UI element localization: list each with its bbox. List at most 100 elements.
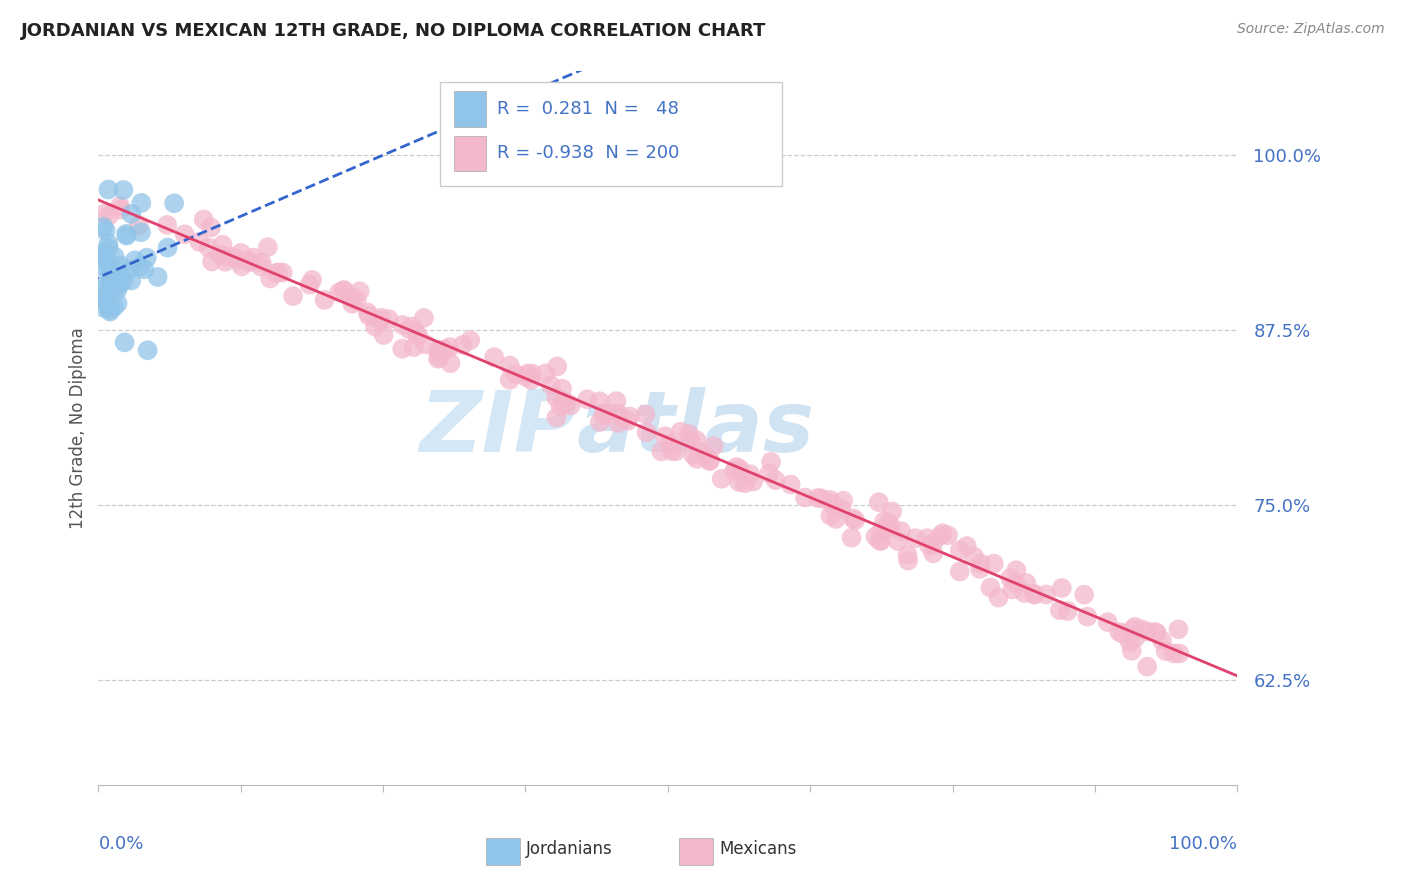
- Point: [426, 344, 449, 359]
- Point: [427, 351, 450, 366]
- Point: [696, 450, 718, 465]
- Point: [131, 195, 153, 210]
- Point: [112, 183, 135, 197]
- Point: [820, 508, 842, 523]
- Point: [259, 271, 281, 285]
- Point: [1001, 582, 1024, 597]
- Point: [654, 429, 676, 443]
- Point: [108, 268, 131, 282]
- Text: atlas: atlas: [576, 386, 815, 470]
- Point: [398, 322, 420, 336]
- Point: [110, 202, 132, 217]
- Point: [98, 302, 121, 317]
- Point: [415, 337, 437, 351]
- Point: [211, 237, 233, 252]
- Point: [1035, 587, 1057, 601]
- Point: [242, 251, 264, 265]
- Point: [97, 266, 120, 280]
- Point: [124, 253, 146, 268]
- Point: [91, 259, 114, 273]
- Point: [887, 534, 910, 549]
- Point: [880, 519, 903, 533]
- Point: [236, 254, 259, 268]
- Point: [214, 255, 236, 269]
- Point: [264, 266, 287, 280]
- Point: [370, 310, 392, 325]
- Point: [377, 312, 399, 326]
- Point: [949, 565, 972, 579]
- Point: [1097, 615, 1119, 629]
- Point: [1154, 644, 1177, 658]
- Point: [93, 219, 115, 234]
- Point: [546, 391, 568, 405]
- Point: [104, 250, 127, 264]
- Point: [107, 277, 129, 292]
- Point: [439, 340, 461, 354]
- Text: R =  0.281  N =   48: R = 0.281 N = 48: [498, 100, 679, 118]
- Text: Source: ZipAtlas.com: Source: ZipAtlas.com: [1237, 22, 1385, 37]
- Point: [250, 255, 273, 269]
- Point: [734, 476, 756, 491]
- Point: [612, 411, 634, 425]
- Point: [188, 235, 211, 249]
- Point: [636, 425, 658, 440]
- Point: [271, 266, 294, 280]
- Point: [333, 283, 356, 297]
- Point: [619, 409, 641, 424]
- Text: Mexicans: Mexicans: [718, 840, 796, 858]
- Point: [413, 310, 436, 325]
- Point: [607, 407, 630, 421]
- Bar: [485, 838, 520, 865]
- Point: [1121, 623, 1143, 637]
- Point: [163, 196, 186, 211]
- Bar: [454, 91, 485, 127]
- Point: [359, 309, 381, 323]
- Point: [969, 562, 991, 576]
- Point: [1049, 603, 1071, 617]
- Point: [869, 533, 891, 548]
- Point: [97, 255, 120, 269]
- Point: [686, 452, 709, 467]
- Point: [728, 475, 751, 490]
- Point: [669, 425, 692, 439]
- Point: [956, 539, 979, 553]
- Point: [555, 395, 578, 409]
- Point: [963, 549, 986, 564]
- Point: [97, 182, 120, 196]
- Bar: [679, 838, 713, 865]
- Point: [970, 557, 993, 571]
- FancyBboxPatch shape: [440, 82, 782, 186]
- Point: [208, 247, 231, 261]
- Point: [201, 254, 224, 268]
- Point: [876, 521, 898, 535]
- Point: [1108, 624, 1130, 639]
- Point: [1004, 576, 1026, 591]
- Point: [710, 472, 733, 486]
- Point: [96, 297, 118, 311]
- Point: [865, 530, 887, 544]
- Point: [239, 255, 262, 269]
- Point: [281, 289, 304, 303]
- Point: [1014, 586, 1036, 600]
- Point: [765, 473, 787, 487]
- Point: [128, 218, 150, 232]
- Point: [931, 526, 953, 541]
- Point: [818, 493, 841, 508]
- Point: [100, 272, 122, 286]
- Point: [229, 246, 252, 260]
- Point: [221, 250, 243, 264]
- Point: [128, 260, 150, 274]
- Point: [1168, 647, 1191, 661]
- Point: [794, 491, 817, 505]
- Point: [115, 227, 138, 241]
- Point: [882, 504, 904, 518]
- Point: [451, 338, 474, 352]
- Point: [110, 259, 132, 273]
- Point: [1015, 576, 1038, 591]
- Point: [588, 394, 610, 409]
- Point: [810, 491, 832, 506]
- Point: [679, 434, 702, 448]
- Text: R = -0.938  N = 200: R = -0.938 N = 200: [498, 145, 679, 162]
- Point: [108, 278, 131, 293]
- Point: [877, 516, 900, 530]
